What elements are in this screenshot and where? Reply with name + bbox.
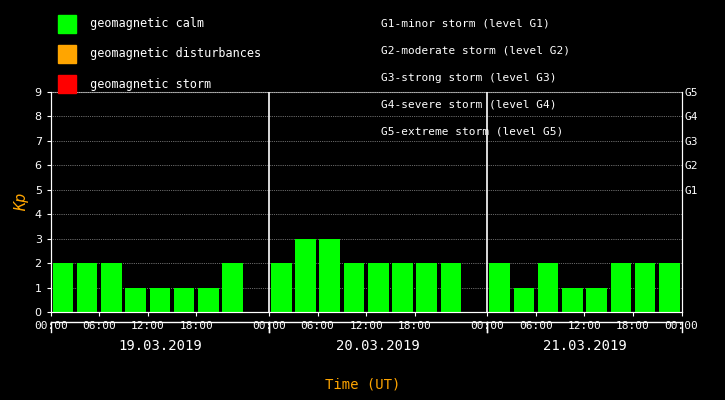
Bar (489, 263, 510, 312)
Text: geomagnetic calm: geomagnetic calm (83, 18, 204, 30)
Bar (368, 263, 389, 312)
Bar (659, 263, 679, 312)
Text: G5-extreme storm (level G5): G5-extreme storm (level G5) (381, 126, 563, 136)
Text: G4-severe storm (level G4): G4-severe storm (level G4) (381, 100, 556, 110)
Text: 21.03.2019: 21.03.2019 (542, 339, 626, 353)
Text: G3-strong storm (level G3): G3-strong storm (level G3) (381, 73, 556, 83)
Bar (538, 263, 558, 312)
Text: 20.03.2019: 20.03.2019 (336, 339, 420, 353)
Bar (101, 263, 122, 312)
Text: 19.03.2019: 19.03.2019 (118, 339, 202, 353)
Bar (125, 288, 146, 312)
Bar (513, 288, 534, 312)
Bar (562, 288, 583, 312)
Bar (271, 263, 291, 312)
Text: G2-moderate storm (level G2): G2-moderate storm (level G2) (381, 46, 570, 56)
Text: Time (UT): Time (UT) (325, 377, 400, 391)
Text: geomagnetic storm: geomagnetic storm (83, 78, 212, 90)
Bar (416, 263, 437, 312)
Bar (587, 288, 607, 312)
Bar (174, 288, 194, 312)
Bar (198, 288, 219, 312)
Bar (344, 263, 364, 312)
Text: geomagnetic disturbances: geomagnetic disturbances (83, 48, 262, 60)
Bar (635, 263, 655, 312)
Bar (53, 263, 73, 312)
Bar (320, 239, 340, 312)
Bar (77, 263, 97, 312)
Bar (392, 263, 413, 312)
Bar (610, 263, 631, 312)
Text: G1-minor storm (level G1): G1-minor storm (level G1) (381, 19, 550, 29)
Bar (149, 288, 170, 312)
Y-axis label: Kp: Kp (14, 193, 29, 211)
Bar (295, 239, 316, 312)
Bar (223, 263, 243, 312)
Bar (441, 263, 461, 312)
